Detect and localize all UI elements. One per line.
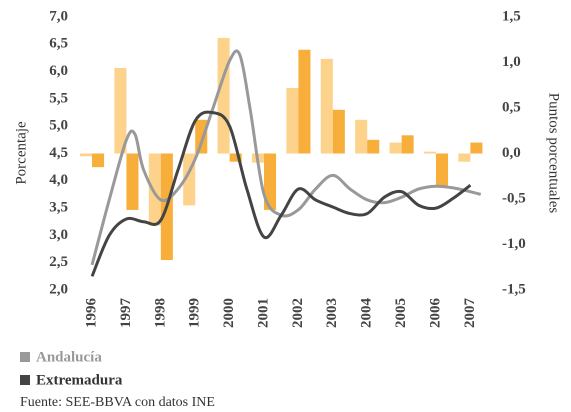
y-tick-label: 5,0	[49, 118, 68, 134]
x-tick-label: 2007	[462, 298, 478, 329]
y-tick-label: 6,0	[49, 63, 68, 79]
x-tick-label: 2002	[290, 298, 306, 328]
y2-tick-label: -0,5	[502, 190, 526, 206]
bar	[320, 58, 333, 154]
x-tick-label: 2000	[221, 298, 237, 328]
bar	[264, 153, 277, 210]
legend-label: Extremadura	[36, 372, 123, 388]
bar	[286, 87, 299, 154]
y2-tick-label: 1,5	[502, 8, 521, 24]
y2-tick-label: 1,0	[502, 54, 521, 70]
bar	[332, 109, 345, 154]
y2-tick-label: 0,5	[502, 99, 521, 115]
y-tick-label: 7,0	[49, 8, 68, 24]
y-axis-title: Porcentaje	[13, 121, 29, 185]
x-tick-label: 1999	[187, 298, 203, 328]
source-note: Fuente: SEE-BBVA con datos INE	[20, 395, 215, 410]
x-tick-label: 2005	[393, 298, 409, 328]
bar	[367, 139, 380, 154]
y2-tick-label: -1,0	[502, 236, 526, 252]
y-tick-label: 5,5	[49, 90, 68, 106]
x-tick-label: 2003	[324, 298, 340, 328]
y2-axis-title: Puntos porcentuales	[546, 93, 562, 214]
y-tick-label: 2,5	[49, 254, 68, 270]
bar	[114, 67, 127, 154]
y-tick-label: 2,0	[49, 281, 68, 297]
bar	[126, 153, 139, 210]
legend-label: Andalucía	[36, 349, 102, 365]
y-tick-label: 4,5	[49, 145, 68, 161]
x-tick-label: 1997	[118, 298, 134, 329]
bar	[92, 153, 105, 168]
line	[90, 49, 482, 266]
bar	[470, 142, 483, 154]
bar	[229, 153, 242, 162]
bar	[217, 37, 230, 154]
bar	[389, 142, 402, 154]
bar	[195, 119, 208, 154]
x-tick-label: 1998	[152, 298, 168, 328]
y-tick-label: 6,5	[49, 36, 68, 52]
y-tick-label: 3,5	[49, 200, 68, 216]
bar	[355, 119, 368, 154]
bar	[148, 153, 161, 226]
x-tick-label: 1996	[83, 298, 99, 329]
bar	[298, 49, 311, 154]
bar	[423, 151, 436, 154]
bar	[80, 153, 93, 157]
line	[90, 110, 472, 277]
bar	[458, 153, 471, 162]
x-tick-label: 2004	[359, 298, 375, 329]
x-tick-label: 2001	[255, 298, 271, 328]
x-tick-label: 2006	[427, 298, 443, 329]
bar	[401, 135, 414, 154]
y-tick-label: 4,0	[49, 172, 68, 188]
y2-tick-label: -1,5	[502, 281, 526, 297]
y2-tick-label: 0,0	[502, 145, 521, 161]
bar	[435, 153, 449, 188]
legend-swatch	[20, 352, 30, 362]
legend-swatch	[20, 375, 30, 385]
y-tick-label: 3,0	[49, 227, 68, 243]
